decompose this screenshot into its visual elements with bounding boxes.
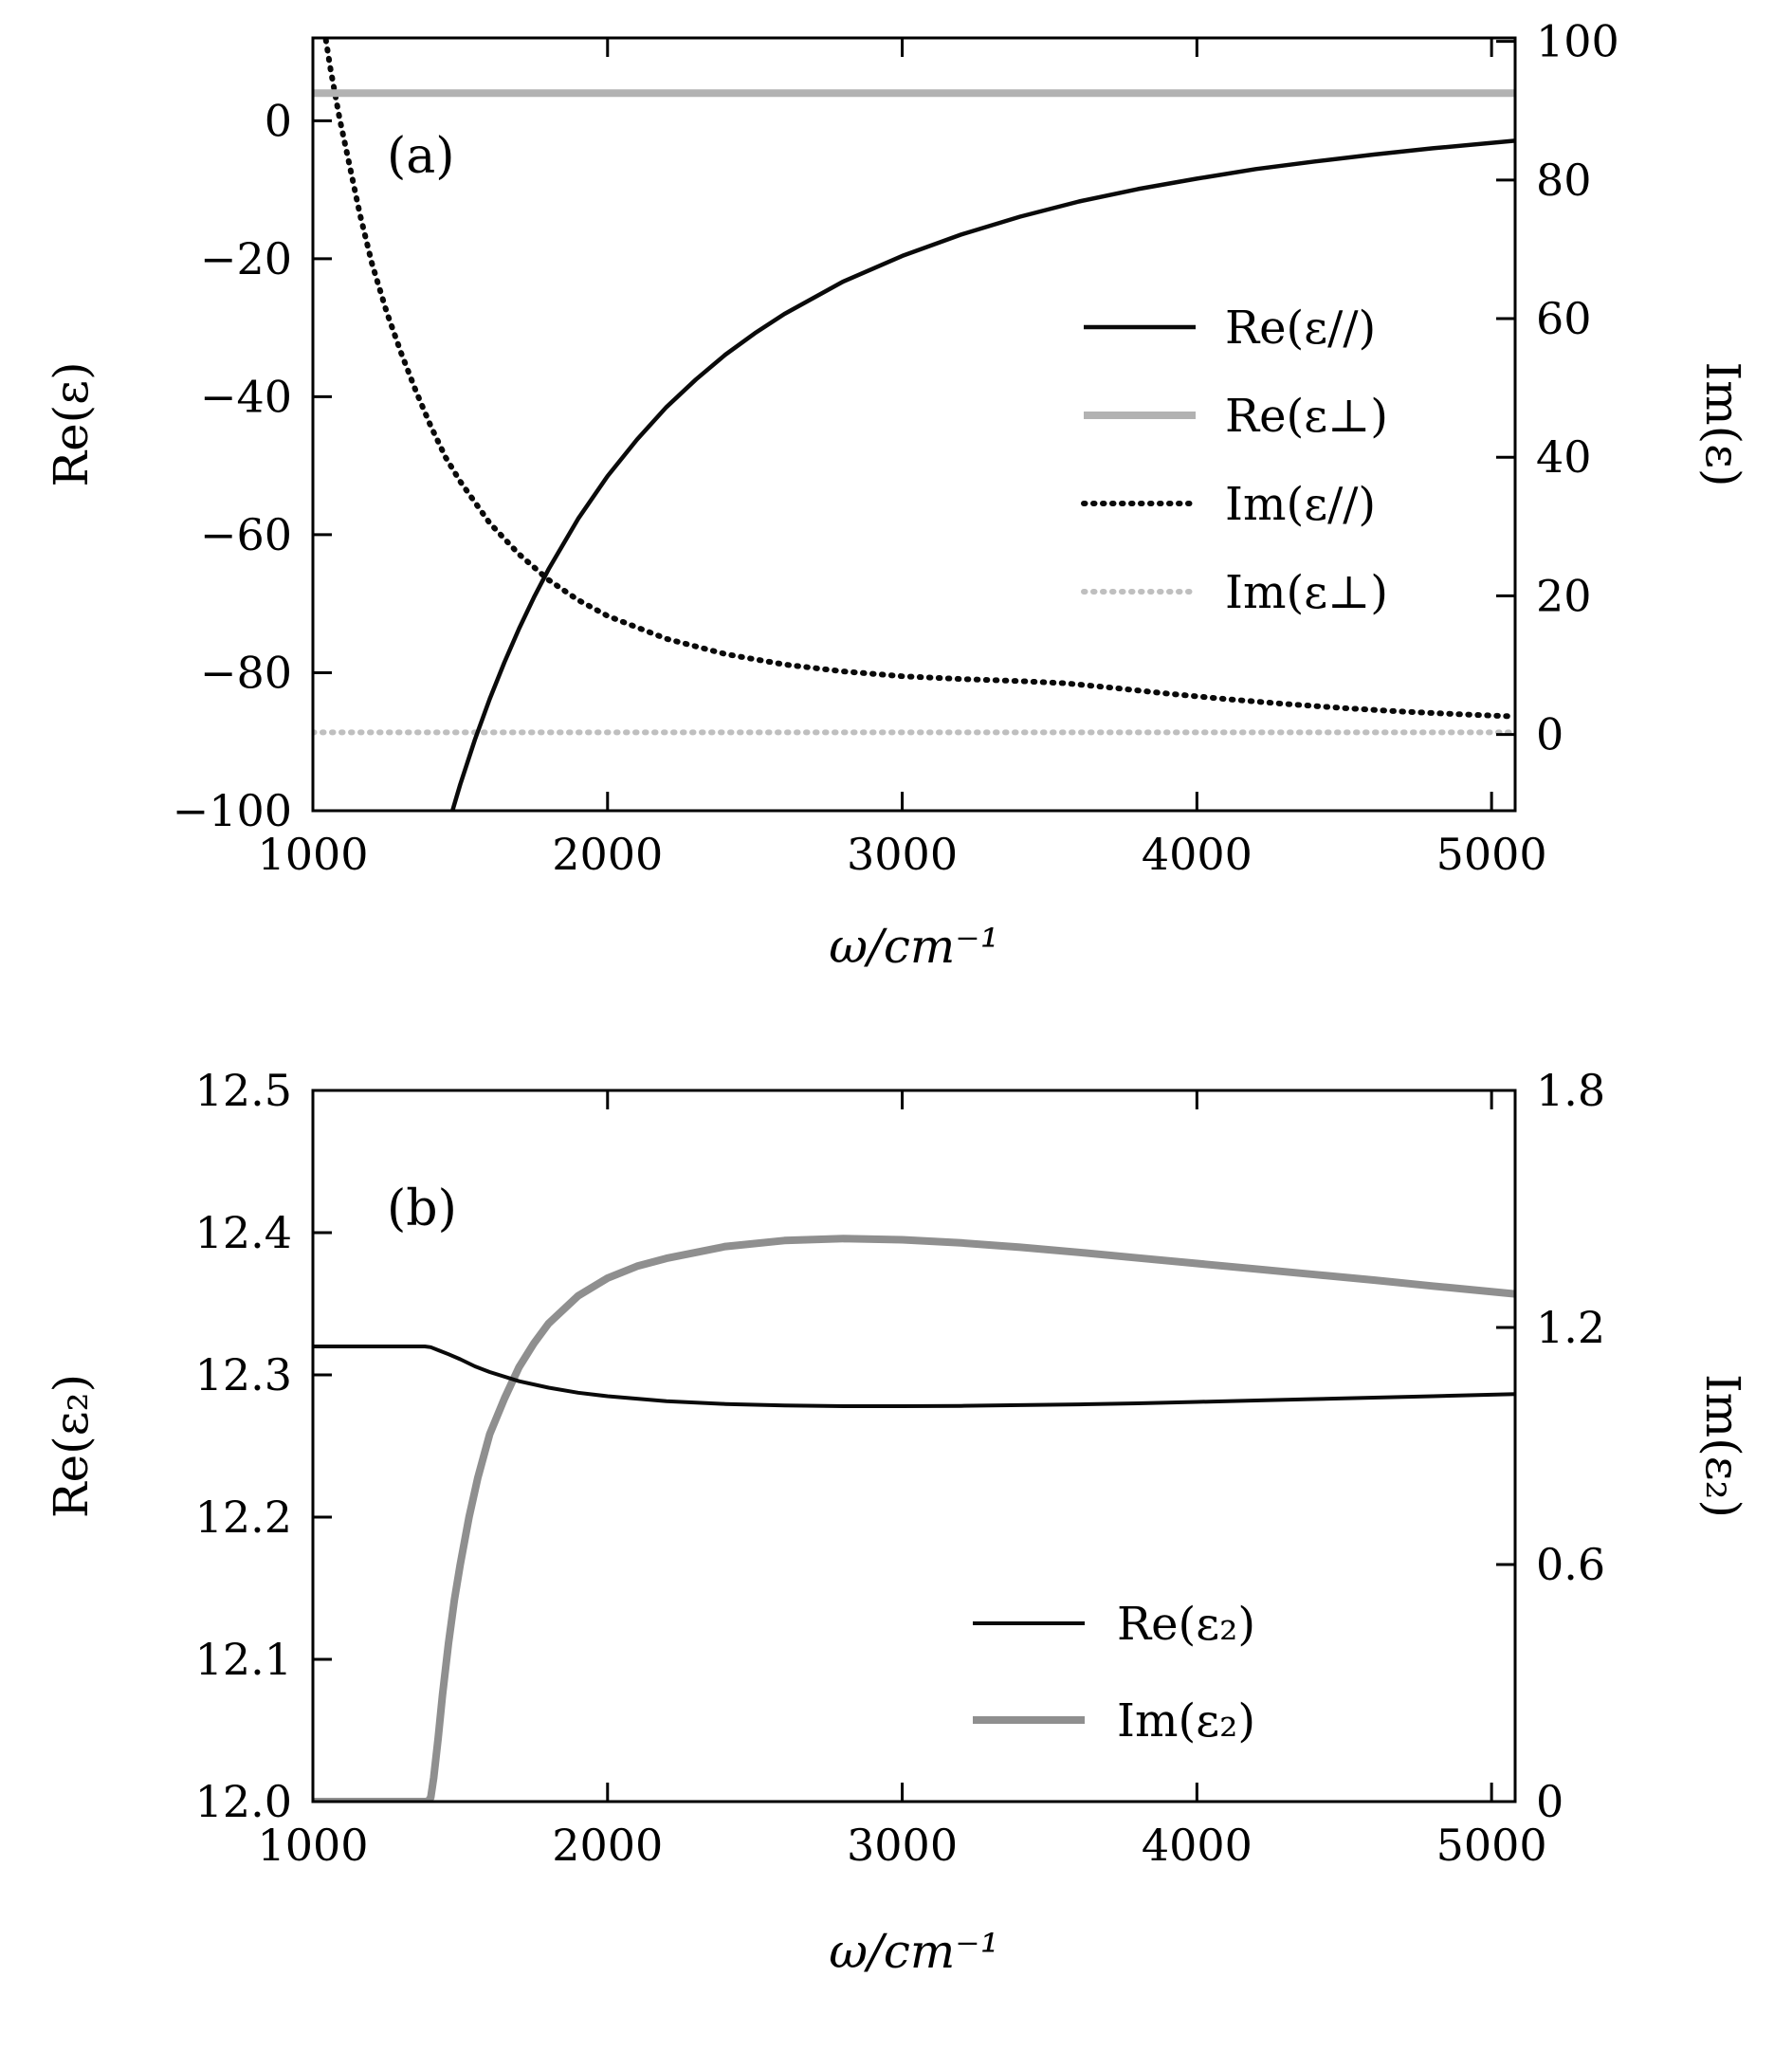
panel-label: (b)	[387, 1181, 457, 1237]
series-Im(ε//)	[322, 38, 1515, 720]
x-tick-label: 3000	[847, 1820, 958, 1871]
x-axis-label: ω/cm⁻¹	[829, 919, 998, 974]
panel-label: (a)	[387, 128, 455, 185]
series-Re(ε//)	[449, 138, 1515, 811]
y-right-tick-label: 0.6	[1536, 1539, 1605, 1590]
x-tick-label: 4000	[1142, 1820, 1253, 1871]
y-left-axis-label: Re(ε₂)	[44, 1374, 99, 1518]
legend-entry-label: Re(ε⊥)	[1225, 390, 1388, 443]
y-right-axis-label: Im(ε)	[1695, 361, 1750, 486]
y-left-tick-label: 12.3	[195, 1349, 292, 1400]
series-Im(ε₂)	[313, 1235, 1515, 1802]
panel-b: 1000 2000 3000 4000 5000 12.5 12.4 12.3 12.2 12.1…	[44, 1065, 1750, 1979]
plot-frame	[311, 1089, 1517, 1803]
x-tick-label: 5000	[1436, 829, 1547, 880]
legend: Re(ε₂) Im(ε₂)	[973, 1598, 1255, 1748]
x-tick-label: 2000	[552, 829, 663, 880]
y-right-tick-label: 80	[1536, 155, 1592, 206]
y-left-tick-label: 12.5	[195, 1065, 292, 1116]
y-left-tick-label: 12.2	[195, 1492, 292, 1543]
x-tick-label: 1000	[257, 1820, 368, 1871]
y-right-tick-label: 0	[1536, 709, 1563, 760]
y-left-tick-label: 0	[265, 95, 292, 146]
y-left-tick-label: −80	[200, 647, 292, 698]
y-right-tick-label: 60	[1536, 293, 1592, 344]
legend: Re(ε//) Re(ε⊥) Im(ε//) Im(ε⊥)	[1081, 302, 1388, 619]
x-tick-label: 3000	[847, 829, 958, 880]
y-right-tick-label: 20	[1536, 570, 1592, 621]
y-left-tick-label: −40	[200, 371, 292, 422]
x-tick-label: 2000	[552, 1820, 663, 1871]
plot-frame	[311, 36, 1517, 813]
y-left-tick-label: 12.0	[195, 1776, 292, 1827]
y-left-tick-label: 12.4	[195, 1207, 292, 1258]
y-left-tick-label: −60	[200, 509, 292, 560]
x-axis-label: ω/cm⁻¹	[829, 1924, 998, 1979]
y-right-tick-label: 40	[1536, 431, 1592, 483]
plot-area	[313, 38, 1515, 811]
y-right-tick-label: 1.8	[1536, 1065, 1605, 1116]
series-Re(ε₂)	[313, 1345, 1515, 1408]
x-tick-label: 5000	[1436, 1820, 1547, 1871]
legend-entry-label: Re(ε₂)	[1117, 1598, 1255, 1651]
legend-entry-label: Im(ε//)	[1225, 478, 1376, 531]
legend-entry-label: Re(ε//)	[1225, 302, 1376, 355]
legend-entry-label: Im(ε₂)	[1117, 1694, 1255, 1748]
plot-area	[313, 1235, 1515, 1802]
y-left-axis-label: Re(ε)	[44, 361, 99, 486]
y-right-axis-label: Im(ε₂)	[1695, 1374, 1750, 1518]
y-right-tick-label: 100	[1536, 16, 1619, 67]
y-left-tick-label: 12.1	[195, 1634, 292, 1685]
legend-entry-label: Im(ε⊥)	[1225, 566, 1388, 619]
y-left-tick-label: −100	[173, 785, 292, 836]
y-right-tick-label: 1.2	[1536, 1302, 1605, 1353]
panel-a: 1000 2000 3000 4000 50000−20−40−60−80−100100…	[44, 16, 1750, 974]
x-tick-label: 4000	[1142, 829, 1253, 880]
y-left-tick-label: −20	[200, 233, 292, 284]
y-right-tick-label: 0	[1536, 1776, 1563, 1827]
x-tick-label: 1000	[257, 829, 368, 880]
